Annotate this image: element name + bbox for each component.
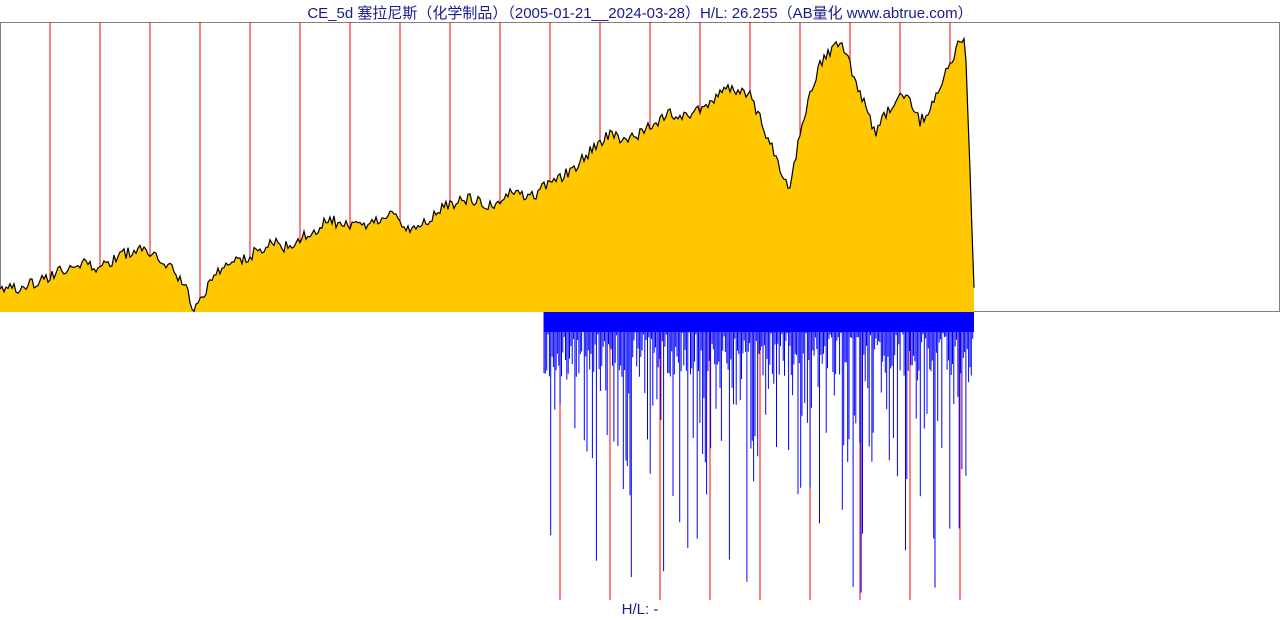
chart-canvas xyxy=(0,0,1280,620)
